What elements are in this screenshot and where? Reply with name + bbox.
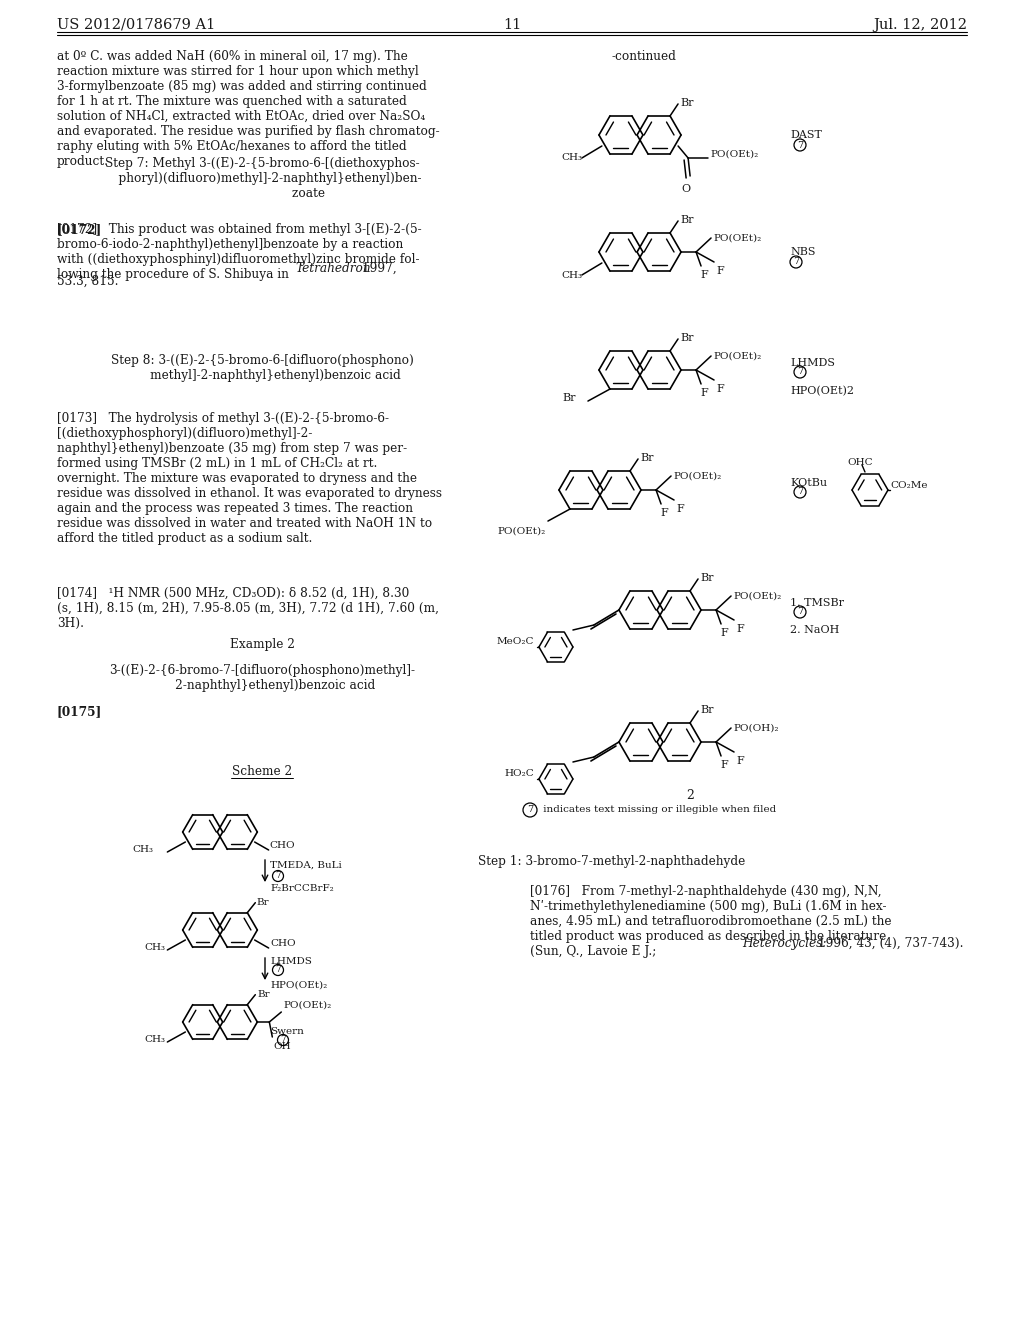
Text: HPO(OEt)2: HPO(OEt)2 <box>790 385 854 396</box>
Text: DAST: DAST <box>790 129 822 140</box>
Text: Br: Br <box>680 98 693 108</box>
Text: 7: 7 <box>527 805 534 814</box>
Text: [0172]   This product was obtained from methyl 3-[(E)-2-(5-
bromo-6-iodo-2-napht: [0172] This product was obtained from me… <box>57 223 422 281</box>
Text: LHMDS: LHMDS <box>270 957 312 966</box>
Text: -continued: -continued <box>612 50 677 63</box>
Text: OHC: OHC <box>847 458 872 467</box>
Text: Br: Br <box>680 215 693 224</box>
Text: KOtBu: KOtBu <box>790 478 827 488</box>
Text: PO(OEt)₂: PO(OEt)₂ <box>713 234 761 243</box>
Text: Jul. 12, 2012: Jul. 12, 2012 <box>873 18 967 32</box>
Text: LHMDS: LHMDS <box>790 358 835 368</box>
Text: [0173]   The hydrolysis of methyl 3-((E)-2-{5-bromo-6-
[(diethoxyphosphoryl)(dif: [0173] The hydrolysis of methyl 3-((E)-2… <box>57 412 442 545</box>
Text: 1997,: 1997, <box>358 261 396 275</box>
Text: F: F <box>716 384 724 393</box>
Text: [0176]   From 7-methyl-2-naphthaldehyde (430 mg), N,N,
Nʹ-trimethylethylenediami: [0176] From 7-methyl-2-naphthaldehyde (4… <box>530 884 892 958</box>
Text: CH₃: CH₃ <box>144 942 165 952</box>
Text: 7: 7 <box>275 871 281 880</box>
Text: Scheme 2: Scheme 2 <box>231 766 292 777</box>
Text: PO(OEt)₂: PO(OEt)₂ <box>284 1001 332 1010</box>
Text: PO(OEt)₂: PO(OEt)₂ <box>673 473 721 480</box>
Text: 1996, 43, (4), 737-743).: 1996, 43, (4), 737-743). <box>814 937 964 950</box>
Text: Step 8: 3-((E)-2-{5-bromo-6-[difluoro(phosphono)
       methyl]-2-naphthyl}ethen: Step 8: 3-((E)-2-{5-bromo-6-[difluoro(ph… <box>111 354 414 381</box>
Text: 3-((E)-2-{6-bromo-7-[difluoro(phosphono)methyl]-
       2-naphthyl}ethenyl)benzo: 3-((E)-2-{6-bromo-7-[difluoro(phosphono)… <box>109 664 415 692</box>
Text: PO(OEt)₂: PO(OEt)₂ <box>713 352 761 360</box>
Text: F₂BrCCBrF₂: F₂BrCCBrF₂ <box>270 884 334 894</box>
Text: 7: 7 <box>797 487 803 496</box>
Text: PO(OEt)₂: PO(OEt)₂ <box>498 527 546 535</box>
Text: F: F <box>716 267 724 276</box>
Text: PO(OEt)₂: PO(OEt)₂ <box>733 591 781 601</box>
Text: 2. NaOH: 2. NaOH <box>790 624 840 635</box>
Text: Br: Br <box>640 453 653 463</box>
Text: NBS: NBS <box>790 247 815 257</box>
Text: 2: 2 <box>686 789 694 803</box>
Text: 1. TMSBr: 1. TMSBr <box>790 598 844 609</box>
Text: [0175]: [0175] <box>57 705 102 718</box>
Text: F: F <box>736 624 743 634</box>
Text: Br: Br <box>680 333 693 343</box>
Text: Example 2: Example 2 <box>229 638 295 651</box>
Text: Br: Br <box>700 705 714 715</box>
Text: F: F <box>700 271 708 280</box>
Text: 7: 7 <box>281 1035 286 1044</box>
Text: 53.3, 815.: 53.3, 815. <box>57 275 119 288</box>
Text: indicates text missing or illegible when filed: indicates text missing or illegible when… <box>540 805 776 814</box>
Text: F: F <box>700 388 708 399</box>
Text: F: F <box>720 760 728 770</box>
Text: at 0º C. was added NaH (60% in mineral oil, 17 mg). The
reaction mixture was sti: at 0º C. was added NaH (60% in mineral o… <box>57 50 439 168</box>
Text: HPO(OEt)₂: HPO(OEt)₂ <box>270 981 328 990</box>
Text: 7: 7 <box>793 257 799 267</box>
Text: CH₃: CH₃ <box>144 1035 165 1044</box>
Text: Step 1: 3-bromo-7-methyl-2-naphthadehyde: Step 1: 3-bromo-7-methyl-2-naphthadehyde <box>478 855 745 869</box>
Text: [0174]   ¹H NMR (500 MHz, CD₃OD): δ 8.52 (d, 1H), 8.30
(s, 1H), 8.15 (m, 2H), 7.: [0174] ¹H NMR (500 MHz, CD₃OD): δ 8.52 (… <box>57 587 439 630</box>
Text: Br: Br <box>700 573 714 583</box>
Text: OH: OH <box>273 1041 291 1051</box>
Text: F: F <box>720 628 728 638</box>
Text: MeO₂C: MeO₂C <box>497 638 534 647</box>
Text: 7: 7 <box>797 367 803 376</box>
Text: Heterocycles:: Heterocycles: <box>742 937 826 950</box>
Text: CO₂Me: CO₂Me <box>890 480 928 490</box>
Text: Tetrahedron: Tetrahedron <box>295 261 371 275</box>
Text: 7: 7 <box>275 965 281 974</box>
Text: CH₃: CH₃ <box>561 153 582 162</box>
Text: TMEDA, BuLi: TMEDA, BuLi <box>270 861 342 870</box>
Text: CH₃: CH₃ <box>132 845 154 854</box>
Text: CHO: CHO <box>269 841 295 850</box>
Text: PO(OEt)₂: PO(OEt)₂ <box>710 149 759 158</box>
Text: [0172]: [0172] <box>57 223 102 236</box>
Text: US 2012/0178679 A1: US 2012/0178679 A1 <box>57 18 215 32</box>
Text: CH₃: CH₃ <box>561 271 582 280</box>
Text: F: F <box>736 756 743 766</box>
Text: PO(OH)₂: PO(OH)₂ <box>733 723 778 733</box>
Text: Br: Br <box>256 898 269 907</box>
Text: 11: 11 <box>503 18 521 32</box>
Text: 7: 7 <box>797 140 803 149</box>
Text: O: O <box>682 183 690 194</box>
Text: Swern: Swern <box>270 1027 304 1036</box>
Text: F: F <box>660 508 668 517</box>
Text: 7: 7 <box>797 607 803 616</box>
Text: F: F <box>676 504 684 513</box>
Text: HO₂C: HO₂C <box>504 770 534 779</box>
Text: Step 7: Methyl 3-((E)-2-{5-bromo-6-[(diethoxyphos-
    phoryl)(difluoro)methyl]-: Step 7: Methyl 3-((E)-2-{5-bromo-6-[(die… <box>102 157 421 201</box>
Text: CHO: CHO <box>270 939 296 948</box>
Text: Br: Br <box>257 990 270 999</box>
Text: Br: Br <box>562 393 575 403</box>
